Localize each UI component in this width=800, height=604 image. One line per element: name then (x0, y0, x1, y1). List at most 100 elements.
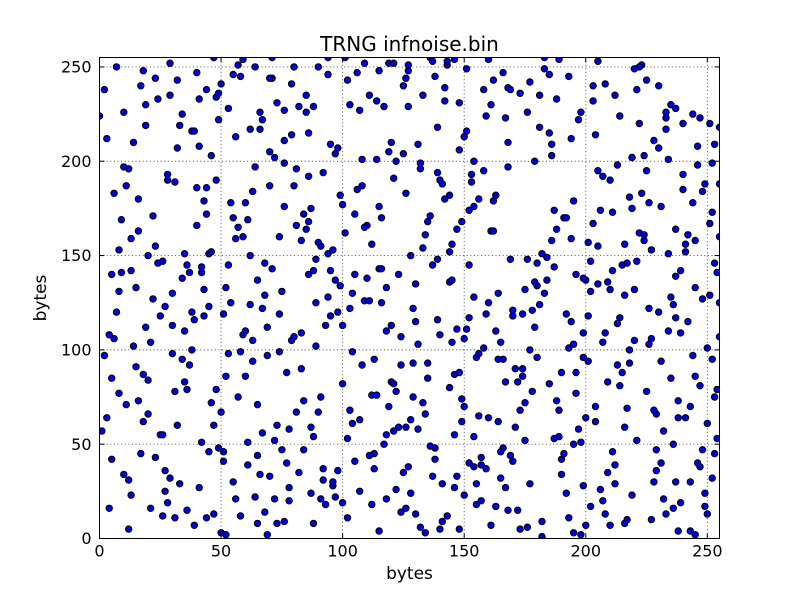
data-point (608, 266, 617, 275)
data-point (623, 259, 631, 267)
data-point (103, 134, 111, 143)
data-point (499, 68, 507, 77)
y-tick-label: 250 (61, 58, 92, 77)
data-point (346, 304, 354, 313)
x-tick-label: 250 (692, 542, 723, 561)
data-point (173, 144, 182, 152)
data-point (689, 199, 697, 207)
plot-border (99, 57, 720, 539)
data-point (263, 531, 271, 539)
data-point (314, 238, 322, 247)
data-point (183, 385, 191, 394)
data-point (640, 151, 648, 160)
data-point (514, 506, 522, 514)
data-point (319, 476, 327, 484)
data-point (640, 231, 648, 239)
data-point (450, 431, 459, 439)
data-point (494, 289, 502, 297)
data-point (691, 372, 699, 380)
data-point (151, 242, 160, 250)
data-point (531, 278, 539, 286)
data-point (533, 353, 541, 362)
data-point (348, 419, 357, 428)
data-point (708, 474, 716, 482)
data-point (574, 425, 583, 433)
data-point (336, 282, 344, 290)
data-point (686, 527, 694, 535)
data-point (526, 480, 534, 488)
data-point (197, 438, 206, 446)
data-point (402, 189, 410, 198)
data-point (373, 391, 381, 399)
data-point (497, 474, 505, 482)
data-point (428, 472, 437, 480)
data-point (127, 491, 135, 499)
data-point (698, 446, 707, 454)
data-point (134, 227, 143, 235)
data-point (433, 168, 442, 177)
data-point (307, 489, 315, 497)
data-point (584, 312, 592, 320)
data-point (312, 299, 320, 307)
data-point (380, 440, 388, 448)
data-point (382, 495, 391, 503)
data-point (171, 514, 179, 522)
data-point (382, 431, 391, 439)
data-point (445, 248, 454, 256)
data-point (424, 359, 432, 367)
data-point (708, 208, 716, 216)
data-point (582, 414, 590, 422)
data-point (411, 280, 420, 288)
data-point (426, 442, 434, 450)
data-point (572, 389, 580, 397)
data-point (146, 338, 155, 346)
data-point (419, 91, 427, 99)
data-point (545, 129, 553, 137)
data-point (409, 359, 417, 367)
data-point (567, 234, 575, 243)
data-point (511, 365, 519, 373)
data-point (399, 468, 408, 477)
data-point (657, 459, 665, 467)
data-point (258, 304, 267, 313)
data-point (402, 423, 410, 431)
data-point (606, 521, 614, 529)
data-point (438, 517, 446, 526)
data-point (390, 174, 398, 182)
data-point (608, 208, 617, 216)
data-point (650, 406, 658, 414)
data-point (348, 348, 357, 356)
data-point (358, 361, 366, 369)
y-tick-label: 50 (71, 435, 91, 454)
data-point (365, 297, 374, 305)
data-point (348, 289, 357, 297)
data-point (594, 280, 602, 288)
data-point (455, 99, 463, 107)
data-point (509, 306, 517, 314)
data-point (414, 425, 422, 433)
data-point (246, 300, 254, 309)
data-point (297, 236, 305, 245)
data-point (621, 291, 629, 299)
data-point (540, 289, 549, 297)
data-point (251, 493, 259, 501)
data-point (256, 125, 264, 133)
data-point (214, 89, 223, 98)
data-point (472, 500, 481, 509)
data-point (295, 468, 303, 477)
data-point (183, 261, 191, 269)
data-point (300, 446, 308, 454)
data-point (368, 240, 376, 248)
data-point (489, 227, 498, 235)
data-point (253, 519, 262, 528)
data-point (163, 499, 172, 507)
data-point (548, 140, 556, 149)
data-point (149, 212, 157, 220)
data-point (280, 517, 288, 526)
data-point (110, 189, 118, 198)
data-point (100, 351, 109, 360)
data-point (200, 197, 208, 205)
data-point (261, 259, 269, 267)
data-point (662, 108, 670, 116)
data-point (577, 108, 585, 116)
